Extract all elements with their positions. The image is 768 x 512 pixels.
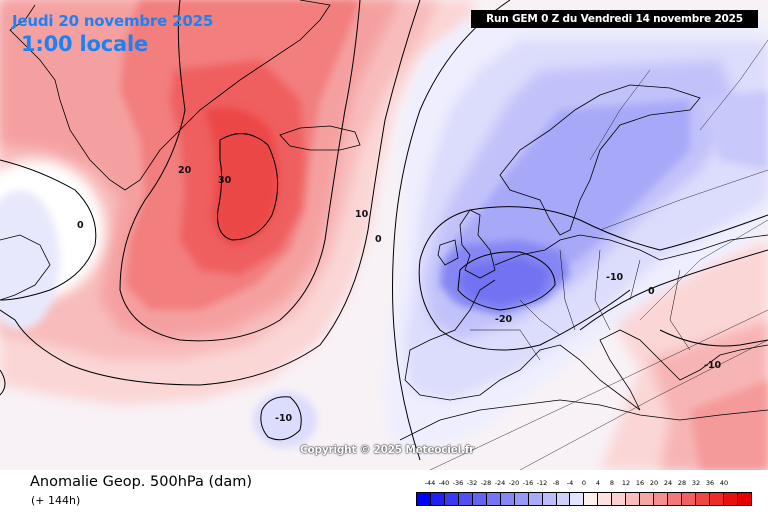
legend-cell — [542, 493, 557, 505]
graticule-line-1 — [429, 309, 768, 470]
graticule — [429, 39, 768, 470]
legend-cell — [486, 493, 501, 505]
legend-cell — [570, 493, 585, 505]
map-panel: 20 30 0 10 0 -20 -10 0 -10 -10 Jeudi 20 … — [0, 0, 768, 470]
legend-cell — [710, 493, 724, 505]
legend-label: 28 — [677, 479, 687, 487]
contour-lines — [0, 0, 768, 461]
legend-label: -12 — [536, 479, 548, 487]
legend-cell — [737, 493, 751, 505]
legend-label: -4 — [566, 479, 574, 487]
legend-label: 36 — [705, 479, 715, 487]
canada-coast — [0, 234, 51, 301]
legend-cell — [472, 493, 487, 505]
legend-label: -36 — [452, 479, 464, 487]
legend-color-bar — [416, 492, 752, 506]
legend-label: -24 — [494, 479, 506, 487]
negative-anomaly-shading — [253, 20, 768, 455]
contour-label-minus20: -20 — [495, 314, 513, 325]
contour-0-west — [0, 159, 97, 301]
legend-label: -28 — [480, 479, 492, 487]
greenland-coast — [9, 0, 331, 191]
legend-label: -44 — [424, 479, 436, 487]
legend-cell — [682, 493, 697, 505]
legend-label: 32 — [691, 479, 701, 487]
legend-cell — [668, 493, 683, 505]
legend-cell — [612, 493, 627, 505]
color-legend: -44 -40 -36 -32 -28 -24 -20 -16 -12 -8 -4 0 4 8 12 16 20… — [416, 479, 752, 509]
scandinavia-coast — [499, 84, 701, 236]
contour-label-10: 10 — [355, 209, 369, 220]
contour-0-atlantic — [392, 0, 511, 461]
contour-30 — [217, 133, 279, 241]
contour-edge-loop — [0, 369, 6, 396]
positive-anomaly-shading — [0, 0, 768, 470]
north-africa-coast — [399, 399, 768, 441]
legend-cell — [514, 493, 529, 505]
legend-cell — [598, 493, 613, 505]
anomaly-map: 20 30 0 10 0 -20 -10 0 -10 -10 — [0, 0, 768, 470]
coastlines — [0, 0, 768, 441]
legend-cell — [626, 493, 641, 505]
contour-minus10 — [418, 206, 768, 351]
legend-label: 24 — [663, 479, 673, 487]
legend-label: 8 — [609, 479, 615, 487]
contour-label-0-atlantic: 0 — [375, 234, 382, 245]
legend-label: -16 — [522, 479, 534, 487]
contour-minus20 — [457, 251, 556, 311]
legend-cell — [723, 493, 738, 505]
europe-coast — [404, 234, 768, 411]
legend-label: -40 — [438, 479, 450, 487]
contour-20 — [119, 0, 361, 342]
contour-label-minus10-east: -10 — [704, 360, 722, 371]
contour-minus10-southwest — [260, 396, 302, 441]
contour-label-group: 20 30 0 10 0 -20 -10 0 -10 -10 — [77, 165, 722, 424]
legend-label: 12 — [621, 479, 631, 487]
contour-label-30: 30 — [218, 175, 232, 186]
contour-label-0-west: 0 — [77, 220, 84, 231]
forecast-hour: (+ 144h) — [31, 494, 81, 507]
legend-cell — [654, 493, 669, 505]
ireland-coast — [437, 239, 459, 266]
legend-cell — [528, 493, 543, 505]
contour-label-minus10-southwest: -10 — [275, 413, 293, 424]
legend-label: 4 — [595, 479, 601, 487]
legend-cell — [556, 493, 571, 505]
legend-cell — [458, 493, 473, 505]
legend-label: -8 — [552, 479, 560, 487]
contour-label-20: 20 — [178, 165, 192, 176]
legend-cell — [500, 493, 515, 505]
contour-label-0-east: 0 — [648, 286, 655, 297]
legend-label: 20 — [649, 479, 659, 487]
copyright-text: Copyright © 2025 Meteociel.fr — [300, 444, 475, 456]
iceland-coast — [279, 125, 361, 151]
legend-label: 40 — [719, 479, 729, 487]
run-info-banner: Run GEM 0 Z du Vendredi 14 novembre 2025 — [471, 10, 758, 28]
great-britain-coast — [459, 209, 496, 279]
contour-minus10-east — [659, 329, 768, 347]
legend-cell — [417, 493, 431, 505]
contour-10 — [0, 0, 421, 386]
local-time: 1:00 locale — [21, 32, 149, 56]
legend-cell — [696, 493, 711, 505]
contour-label-minus10-central: -10 — [606, 272, 624, 283]
legend-label: 0 — [581, 479, 587, 487]
map-title: Anomalie Geop. 500hPa (dam) — [30, 474, 253, 490]
country-borders — [470, 249, 691, 361]
legend-label: -20 — [508, 479, 520, 487]
legend-cell — [430, 493, 445, 505]
legend-cell — [584, 493, 599, 505]
legend-cell — [640, 493, 655, 505]
contour-0-east — [579, 249, 768, 331]
valid-date: Jeudi 20 novembre 2025 — [12, 12, 214, 30]
legend-cell — [444, 493, 459, 505]
legend-label: -32 — [466, 479, 478, 487]
legend-label: 16 — [635, 479, 645, 487]
